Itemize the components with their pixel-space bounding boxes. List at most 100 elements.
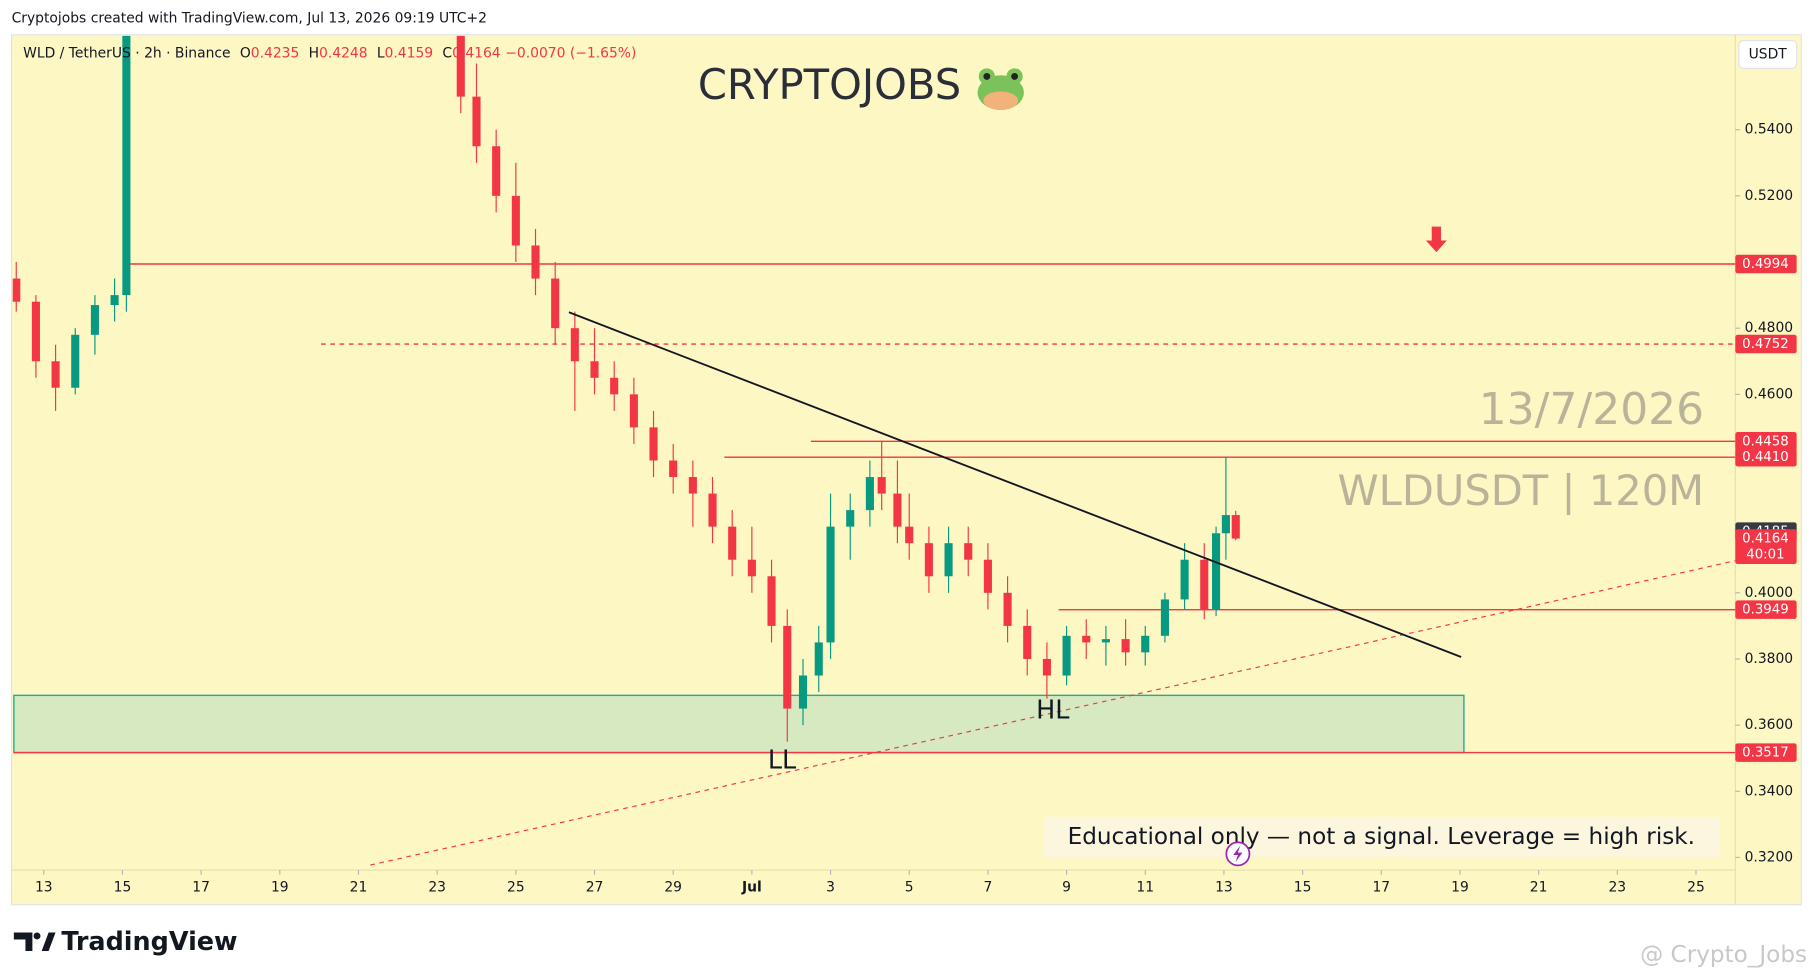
- x-tick-label: 25: [507, 879, 525, 895]
- ohlc-key: H: [309, 45, 319, 61]
- ohlc: O0.4235 H0.4248 L0.4159 C0.4164: [240, 45, 501, 61]
- candle-body: [669, 460, 678, 478]
- ohlc-key: O: [240, 45, 251, 61]
- y-tick-label: 0.5200: [1745, 188, 1794, 204]
- x-tick-label: 29: [664, 879, 682, 895]
- candle-body: [1200, 559, 1209, 610]
- pattern-label: LL: [768, 745, 797, 775]
- candle-body: [1042, 658, 1051, 676]
- y-tick-label: 0.4600: [1745, 386, 1794, 402]
- x-tick-label: 13: [35, 879, 53, 895]
- plot: [12, 35, 1736, 866]
- x-tick-label: 5: [905, 879, 914, 895]
- candle-body: [1003, 592, 1012, 626]
- y-tick-label: 0.4000: [1745, 585, 1794, 601]
- candle-body: [1141, 635, 1150, 653]
- candle-body: [1101, 639, 1110, 643]
- ohlc-key: L: [377, 45, 385, 61]
- x-tick-label: 21: [350, 879, 368, 895]
- pattern-label: HL: [1036, 696, 1070, 726]
- chart-title: CRYPTOJOBS: [698, 60, 961, 109]
- currency-button[interactable]: [1738, 39, 1798, 69]
- level-label: 0.4994: [1742, 257, 1789, 272]
- candle-body: [12, 278, 21, 302]
- ohlc-value: 0.4164: [452, 45, 501, 61]
- candle-body: [893, 493, 902, 527]
- pair-note: WLDUSDT | 120M: [1337, 466, 1704, 515]
- x-tick-label: 11: [1136, 879, 1154, 895]
- ohlc-value: 0.4159: [385, 45, 434, 61]
- candle-body: [826, 526, 835, 643]
- symbol: WLD / TetherUS · 2h · Binance: [23, 45, 230, 61]
- candle-body: [531, 245, 540, 279]
- legend-header: WLD / TetherUS · 2h · Binance O0.4235 H0.4…: [23, 45, 636, 61]
- x-tick-label: 3: [826, 879, 835, 895]
- candle-body: [708, 493, 717, 527]
- y-tick-label: 0.5400: [1745, 122, 1794, 138]
- candle-body: [1221, 515, 1230, 534]
- down-arrow: [1425, 226, 1447, 253]
- candle-body: [1023, 625, 1032, 659]
- last-price-label: 0.4164: [1742, 532, 1789, 547]
- candle-body: [472, 96, 481, 147]
- y-tick-label: 0.3400: [1745, 783, 1794, 799]
- candle-body: [90, 305, 99, 335]
- chart-panel: [10, 34, 1802, 906]
- watermark: @ Crypto_Jobs: [1640, 942, 1807, 968]
- y-tick-label: 0.3800: [1745, 651, 1794, 667]
- level-label: 0.3517: [1742, 746, 1789, 761]
- candle-body: [610, 377, 619, 395]
- level-label-box: [1735, 432, 1797, 451]
- attribution: Cryptojobs created with TradingView.com,…: [12, 11, 487, 27]
- candle-body: [629, 394, 638, 428]
- candle-body: [688, 477, 697, 494]
- level-label-box: [1735, 254, 1797, 274]
- x-tick-label: 23: [1608, 879, 1626, 895]
- currency[interactable]: USDT: [1749, 46, 1788, 62]
- candle-body: [1121, 639, 1130, 653]
- ohlc-value: 0.4248: [319, 45, 368, 61]
- candle-body: [798, 675, 808, 709]
- candle-body: [31, 301, 40, 362]
- candle-body: [492, 146, 501, 196]
- level-label-box: [1735, 600, 1797, 619]
- candle-body: [71, 334, 80, 388]
- y-tick-label: 0.3200: [1745, 849, 1794, 865]
- candle-body: [649, 427, 658, 461]
- demand-zone: [13, 694, 1465, 754]
- countdown: 40:01: [1746, 548, 1784, 563]
- candle-body: [1180, 559, 1189, 600]
- candle-body: [1082, 635, 1091, 643]
- level-label-box: [1735, 447, 1797, 467]
- candle-body: [51, 361, 60, 388]
- candle-body: [1212, 533, 1221, 610]
- candle-body: [877, 477, 886, 494]
- candle-body: [747, 559, 756, 577]
- last-price-box: [1735, 529, 1797, 565]
- disclaimer-box: [1043, 816, 1721, 858]
- disclaimer: Educational only — not a signal. Leverag…: [1068, 824, 1695, 850]
- candle-body: [456, 35, 465, 97]
- x-tick-label: 9: [1062, 879, 1071, 895]
- candle-body: [511, 195, 520, 246]
- x-tick-label: 19: [271, 879, 289, 895]
- level-label-box: [1735, 743, 1797, 762]
- x-tick-label: 21: [1530, 879, 1548, 895]
- candle-body: [964, 543, 973, 560]
- candle-body: [783, 625, 792, 709]
- ohlc-key: C: [442, 45, 452, 61]
- candle-body: [944, 543, 953, 577]
- candle-body: [110, 295, 119, 306]
- x-tick-label: 23: [428, 879, 446, 895]
- candle-body: [846, 510, 855, 527]
- candle-body: [865, 477, 874, 511]
- x-tick-label: 25: [1687, 879, 1705, 895]
- ohlc-value: 0.4235: [251, 45, 300, 61]
- trendline: [568, 311, 1462, 658]
- level-label: 0.4410: [1742, 450, 1789, 465]
- change: −0.0070 (−1.65%): [505, 45, 636, 61]
- level-label: 0.4752: [1742, 337, 1789, 352]
- candle-body: [122, 35, 131, 296]
